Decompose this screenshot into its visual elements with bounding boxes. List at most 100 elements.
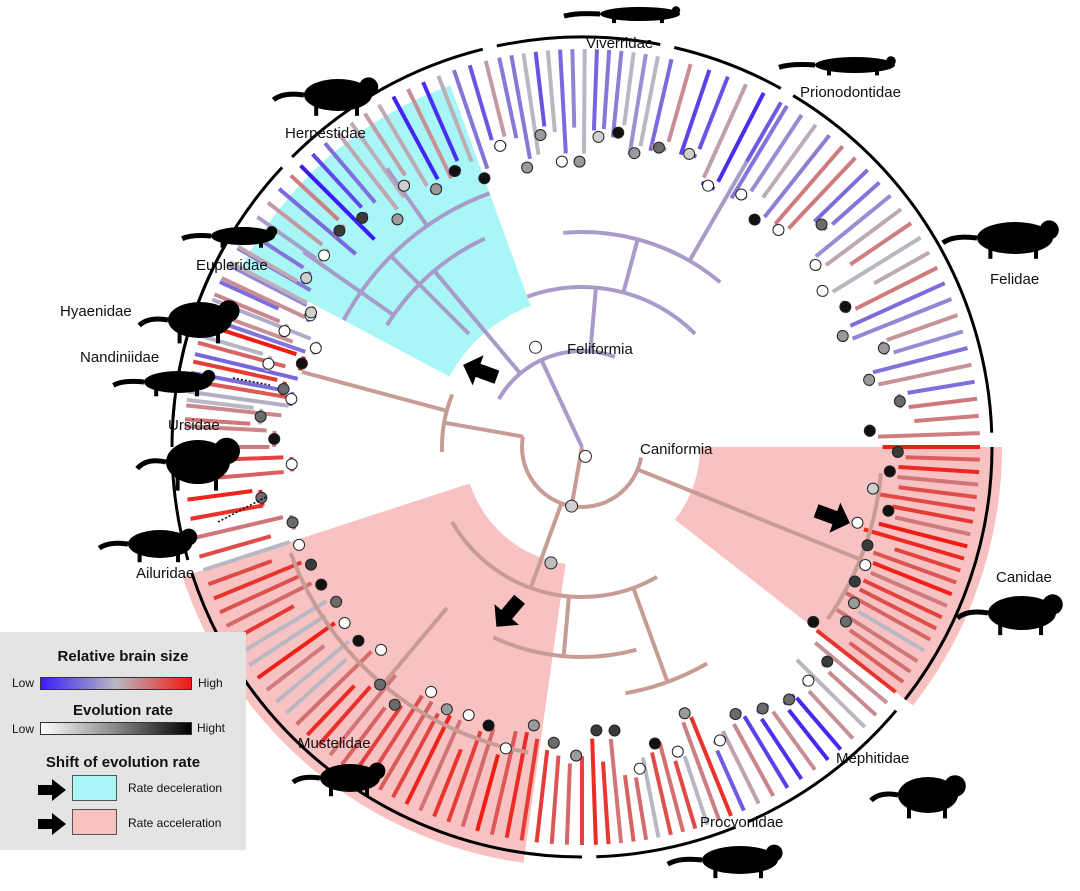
tip-branch: [446, 730, 483, 823]
mongoose-icon: [271, 77, 379, 116]
tip-branch: [219, 573, 303, 615]
tip-branch: [742, 715, 790, 789]
backbone-radial: [631, 587, 670, 683]
tip-branch: [570, 49, 577, 128]
tip-branch: [452, 69, 490, 170]
tip-branch: [721, 730, 761, 805]
tip-branch: [418, 719, 463, 812]
family-arc: [596, 825, 737, 859]
tip-branch: [678, 69, 712, 156]
tip-branch: [377, 103, 429, 187]
hyena-icon: [137, 300, 240, 344]
red-panda-icon: [97, 528, 198, 563]
marten-icon: [291, 762, 386, 797]
legend-rate-title: Evolution rate: [72, 702, 173, 719]
tip-branch: [849, 221, 913, 267]
tip-branches: [184, 48, 980, 845]
tip-branch: [848, 628, 912, 674]
tip-branch: [873, 250, 931, 286]
tip-branch: [187, 389, 289, 408]
tip-branch: [190, 503, 264, 521]
tip-branch: [627, 53, 648, 155]
node-circle: [883, 465, 896, 478]
arrow-icon: [38, 813, 66, 835]
family-arc: [673, 46, 782, 90]
tip-branch: [771, 710, 817, 771]
tip-branch: [830, 180, 881, 226]
node-circle: [494, 139, 507, 152]
tip-branch: [184, 417, 251, 426]
node-circle: [300, 272, 313, 285]
tip-branch: [827, 670, 878, 717]
node-circle: [430, 183, 443, 196]
node-circle: [425, 685, 438, 698]
tip-branch: [648, 58, 674, 152]
tip-branch: [349, 121, 406, 199]
node-circle: [318, 249, 331, 262]
node-circle: [678, 707, 691, 720]
tip-branch: [666, 63, 693, 143]
legend-brain-title: Relative brain size: [57, 648, 189, 665]
tip-branch: [213, 560, 303, 601]
family-label-herpestidae: Herpestidae: [285, 125, 366, 142]
tip-branch: [824, 207, 903, 267]
tip-branch: [601, 49, 612, 130]
node-circle: [499, 742, 512, 755]
tip-branch: [534, 749, 550, 843]
tip-branch: [897, 474, 979, 487]
tip-branch: [858, 587, 938, 631]
tip-branch: [284, 657, 348, 715]
tip-branch: [894, 547, 961, 573]
node-circle: [285, 458, 298, 471]
tip-branch: [187, 489, 253, 502]
node-circle: [882, 504, 895, 517]
node-circle: [482, 719, 495, 732]
tip-branch: [220, 276, 306, 319]
node-circle: [847, 597, 860, 610]
node-circle: [648, 737, 661, 750]
tip-branch: [198, 534, 272, 559]
backbone-radial: [621, 238, 640, 293]
node-circle: [286, 516, 299, 529]
raccoon-icon: [666, 844, 783, 879]
node-circle: [839, 615, 852, 628]
palm-civet-icon: [112, 369, 216, 397]
shift-arrow-icon: [494, 594, 525, 627]
node-circle: [633, 762, 646, 775]
tip-branch: [682, 755, 710, 826]
node-circle: [440, 703, 453, 716]
family-label-mustelidae: Mustelidae: [298, 735, 371, 752]
tip-branch: [886, 313, 959, 342]
family-label-prionodontidae: Prionodontidae: [800, 84, 901, 101]
tip-branch: [194, 352, 299, 381]
tip-branch: [240, 599, 328, 655]
tip-branch: [862, 578, 943, 620]
backbone-arc: [563, 230, 722, 284]
tip-branch: [207, 559, 273, 587]
tip-branch: [317, 685, 372, 747]
bear-icon: [135, 437, 240, 491]
node-circle: [521, 161, 534, 174]
legend-rate-high: Hight: [197, 721, 226, 735]
tip-branch: [622, 774, 636, 842]
backbone-arc: [385, 236, 486, 327]
tip-branch: [299, 164, 376, 241]
tip-branch: [467, 64, 494, 141]
tip-branch: [289, 174, 340, 222]
tip-branch: [256, 621, 336, 680]
animal-silhouettes: [97, 6, 1063, 879]
node-circle: [330, 595, 343, 608]
tip-branch: [590, 738, 598, 845]
tip-branch: [391, 95, 440, 181]
node-circle: [891, 445, 904, 458]
node-circle: [612, 126, 625, 139]
node-circle: [809, 258, 822, 271]
tip-branch: [689, 716, 733, 817]
tip-branch: [640, 757, 661, 838]
tip-branch: [905, 455, 980, 462]
node-circle: [315, 578, 328, 591]
node-circle: [388, 698, 401, 711]
skunk-icon: [869, 775, 966, 819]
family-label-ursidae: Ursidae: [168, 417, 220, 434]
